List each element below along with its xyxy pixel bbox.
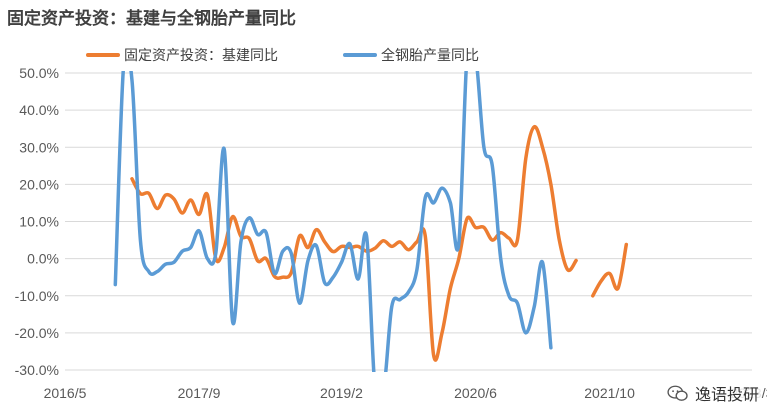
x-tick-label: 2021/10 — [584, 385, 635, 401]
y-tick-label: -30.0% — [15, 362, 59, 378]
plot-area — [113, 71, 629, 372]
y-tick-label: 30.0% — [19, 139, 59, 155]
y-axis-labels: 50.0% 40.0% 30.0% 20.0% 10.0% 0.0% -10.0% -20.0… — [15, 65, 59, 378]
watermark: 逸语投研 — [664, 380, 761, 406]
x-tick-label: 2019/2 — [320, 385, 363, 401]
legend: 固定资产投资：基建同比 全钢胎产量同比 — [86, 47, 479, 64]
x-tick-label: 2017/9 — [178, 385, 221, 401]
y-tick-label: 40.0% — [19, 102, 59, 118]
series-line-infrastructure — [130, 125, 578, 362]
x-tick-label: 2020/6 — [454, 385, 497, 401]
y-tick-label: 20.0% — [19, 176, 59, 192]
gridlines — [65, 72, 752, 371]
y-tick-label: 50.0% — [19, 65, 59, 81]
legend-label: 全钢胎产量同比 — [381, 47, 479, 64]
legend-label: 固定资产投资：基建同比 — [124, 47, 278, 64]
series-line-tire-output — [113, 71, 553, 372]
y-tick-label: 10.0% — [19, 214, 59, 230]
series-line-infrastructure — [591, 242, 629, 298]
y-tick-label: 0.0% — [27, 251, 59, 267]
wechat-icon — [667, 385, 688, 401]
y-tick-label: -20.0% — [15, 325, 59, 341]
watermark-text: 逸语投研 — [694, 385, 759, 404]
y-tick-label: -10.0% — [15, 288, 59, 304]
x-tick-label: 2016/5 — [44, 385, 87, 401]
chart-title: 固定资产投资：基建与全钢胎产量同比 — [7, 9, 296, 29]
